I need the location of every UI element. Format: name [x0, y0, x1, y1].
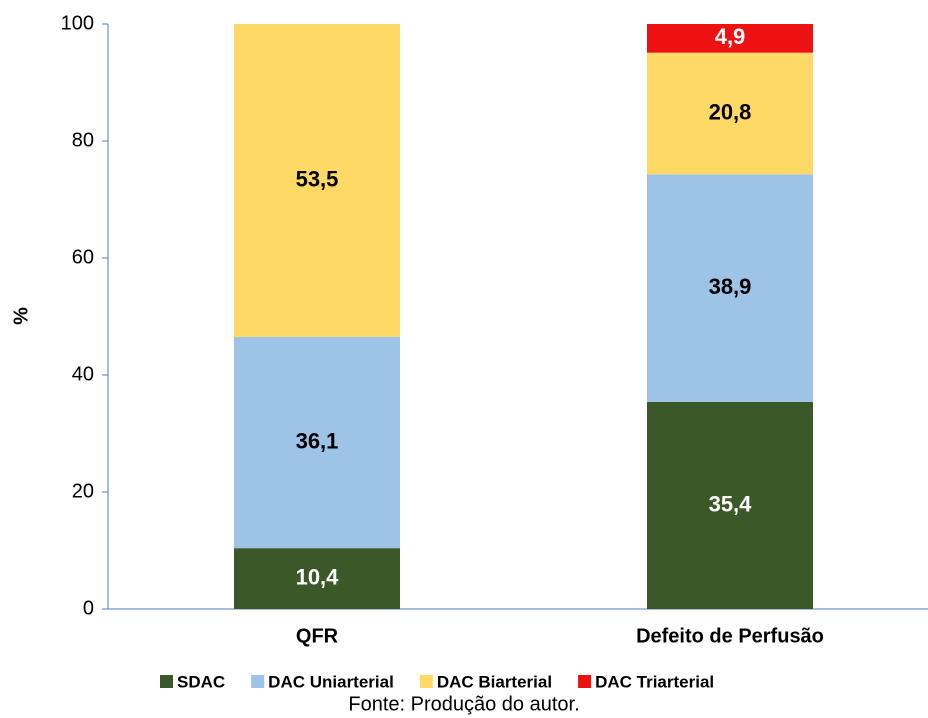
legend-swatch	[419, 675, 433, 688]
bar-segment	[647, 174, 813, 402]
bar-segment	[234, 336, 400, 549]
y-tick-label: 60	[72, 246, 94, 268]
legend-swatch	[251, 675, 265, 688]
y-tick-label: 80	[72, 129, 94, 151]
legend-swatch	[160, 675, 173, 688]
data-label: 53,5	[296, 166, 339, 191]
bar-segment	[234, 24, 400, 337]
y-axis-label: %	[10, 307, 32, 325]
y-tick-label: 100	[61, 12, 94, 34]
legend-label: DAC Biarterial	[437, 672, 552, 691]
bar-segment	[647, 52, 813, 175]
data-label: 4,9	[715, 24, 746, 49]
bar-segment	[647, 401, 813, 609]
data-label: 36,1	[296, 428, 339, 453]
bar-segment	[234, 548, 400, 609]
data-label: 38,9	[709, 274, 752, 299]
x-tick-label: QFR	[296, 625, 339, 647]
bar-segment	[647, 24, 813, 53]
y-tick-label: 0	[83, 597, 94, 619]
legend-swatch	[578, 675, 592, 688]
data-label: 20,8	[709, 99, 752, 124]
legend-label: DAC Uniarterial	[268, 672, 394, 691]
legend-label: DAC Triarterial	[595, 672, 714, 691]
x-tick-label: Defeito de Perfusão	[636, 625, 824, 647]
data-label: 10,4	[296, 564, 340, 589]
data-label: 35,4	[709, 491, 753, 516]
y-tick-label: 20	[72, 480, 94, 502]
caption: Fonte: Produção do autor.	[348, 693, 579, 715]
y-tick-label: 40	[72, 363, 94, 385]
legend-label: SDAC	[177, 672, 225, 691]
